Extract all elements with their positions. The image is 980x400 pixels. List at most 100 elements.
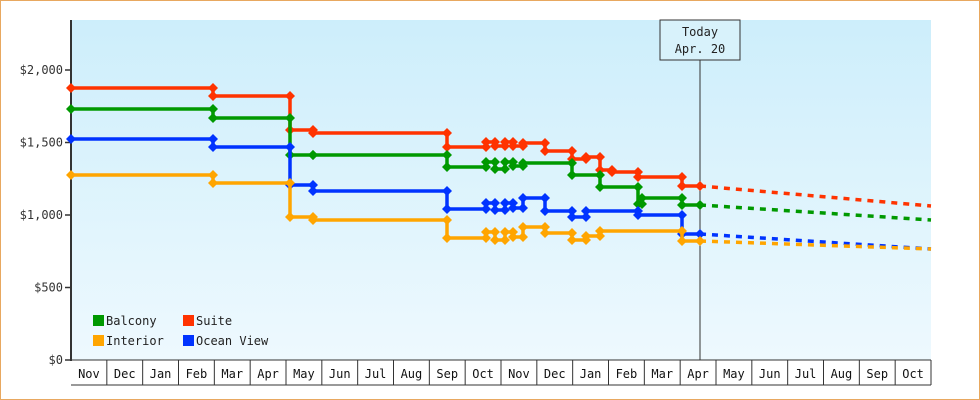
data-point-marker[interactable] <box>567 228 577 238</box>
data-point-marker[interactable] <box>442 215 452 225</box>
data-point-marker[interactable] <box>595 170 605 180</box>
data-point-marker[interactable] <box>285 91 295 101</box>
data-point-marker[interactable] <box>695 229 705 239</box>
data-point-marker[interactable] <box>540 146 550 156</box>
data-point-marker[interactable] <box>442 128 452 138</box>
data-point-marker[interactable] <box>607 167 617 177</box>
data-point-marker[interactable] <box>442 186 452 196</box>
data-point-marker[interactable] <box>481 204 491 214</box>
data-point-marker[interactable] <box>567 206 577 216</box>
data-point-marker[interactable] <box>595 182 605 192</box>
data-point-marker[interactable] <box>66 170 76 180</box>
data-point-marker[interactable] <box>633 182 643 192</box>
data-point-marker[interactable] <box>442 233 452 243</box>
today-marker: Today Apr. 20 <box>659 19 741 360</box>
data-point-marker[interactable] <box>581 212 591 222</box>
data-point-marker[interactable] <box>285 178 295 188</box>
data-point-marker[interactable] <box>567 235 577 245</box>
data-point-marker[interactable] <box>518 203 528 213</box>
data-point-marker[interactable] <box>567 146 577 156</box>
data-point-marker[interactable] <box>308 186 318 196</box>
data-point-marker[interactable] <box>567 170 577 180</box>
data-point-marker[interactable] <box>442 142 452 152</box>
data-point-marker[interactable] <box>66 83 76 93</box>
data-point-marker[interactable] <box>308 215 318 225</box>
data-point-marker[interactable] <box>581 206 591 216</box>
data-point-marker[interactable] <box>481 157 491 167</box>
data-point-marker[interactable] <box>508 141 518 151</box>
data-point-marker[interactable] <box>208 178 218 188</box>
data-point-marker[interactable] <box>677 193 687 203</box>
data-point-marker[interactable] <box>481 227 491 237</box>
data-point-marker[interactable] <box>208 83 218 93</box>
data-point-marker[interactable] <box>490 198 500 208</box>
data-point-marker[interactable] <box>518 138 528 148</box>
data-point-marker[interactable] <box>637 199 647 209</box>
data-point-marker[interactable] <box>308 150 318 160</box>
data-point-marker[interactable] <box>490 157 500 167</box>
data-point-marker[interactable] <box>208 134 218 144</box>
x-tick-label: Dec <box>114 367 136 381</box>
data-point-marker[interactable] <box>481 137 491 147</box>
data-point-marker[interactable] <box>490 164 500 174</box>
data-point-marker[interactable] <box>581 231 591 241</box>
data-point-marker[interactable] <box>567 212 577 222</box>
data-point-marker[interactable] <box>208 142 218 152</box>
data-point-marker[interactable] <box>518 158 528 168</box>
data-point-marker[interactable] <box>695 200 705 210</box>
data-point-marker[interactable] <box>285 113 295 123</box>
data-point-marker[interactable] <box>518 232 528 242</box>
data-point-marker[interactable] <box>633 210 643 220</box>
data-point-marker[interactable] <box>637 193 647 203</box>
data-point-marker[interactable] <box>500 205 510 215</box>
data-point-marker[interactable] <box>540 228 550 238</box>
data-point-marker[interactable] <box>500 198 510 208</box>
data-point-marker[interactable] <box>208 91 218 101</box>
data-point-marker[interactable] <box>677 226 687 236</box>
data-point-marker[interactable] <box>66 134 76 144</box>
data-point-marker[interactable] <box>540 138 550 148</box>
data-point-marker[interactable] <box>490 141 500 151</box>
data-point-marker[interactable] <box>508 161 518 171</box>
data-point-marker[interactable] <box>481 233 491 243</box>
data-point-marker[interactable] <box>308 180 318 190</box>
data-point-marker[interactable] <box>695 236 705 246</box>
data-point-marker[interactable] <box>540 206 550 216</box>
data-point-marker[interactable] <box>677 236 687 246</box>
data-point-marker[interactable] <box>518 193 528 203</box>
data-point-marker[interactable] <box>595 226 605 236</box>
data-point-marker[interactable] <box>442 204 452 214</box>
data-point-marker[interactable] <box>208 170 218 180</box>
data-point-marker[interactable] <box>540 193 550 203</box>
data-point-marker[interactable] <box>508 203 518 213</box>
data-point-marker[interactable] <box>500 157 510 167</box>
data-point-marker[interactable] <box>500 235 510 245</box>
data-point-marker[interactable] <box>677 210 687 220</box>
data-point-marker[interactable] <box>677 181 687 191</box>
data-point-marker[interactable] <box>500 164 510 174</box>
data-point-marker[interactable] <box>208 113 218 123</box>
data-point-marker[interactable] <box>308 128 318 138</box>
data-point-marker[interactable] <box>695 181 705 191</box>
data-point-marker[interactable] <box>518 222 528 232</box>
data-point-marker[interactable] <box>66 104 76 114</box>
data-point-marker[interactable] <box>677 172 687 182</box>
data-point-marker[interactable] <box>490 205 500 215</box>
data-point-marker[interactable] <box>285 212 295 222</box>
data-point-marker[interactable] <box>481 198 491 208</box>
data-point-marker[interactable] <box>595 152 605 162</box>
data-point-marker[interactable] <box>490 227 500 237</box>
data-point-marker[interactable] <box>540 222 550 232</box>
data-point-marker[interactable] <box>677 200 687 210</box>
data-point-marker[interactable] <box>442 150 452 160</box>
data-point-marker[interactable] <box>442 162 452 172</box>
data-point-marker[interactable] <box>500 137 510 147</box>
data-point-marker[interactable] <box>500 227 510 237</box>
data-point-marker[interactable] <box>567 158 577 168</box>
data-point-marker[interactable] <box>633 172 643 182</box>
data-point-marker[interactable] <box>581 152 591 162</box>
data-point-marker[interactable] <box>208 104 218 114</box>
data-point-marker[interactable] <box>508 232 518 242</box>
data-point-marker[interactable] <box>490 235 500 245</box>
data-point-marker[interactable] <box>285 142 295 152</box>
